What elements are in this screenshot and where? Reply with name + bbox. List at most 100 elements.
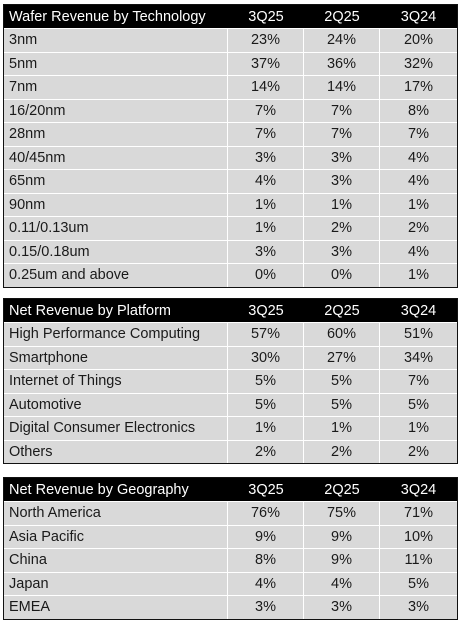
row-label: Others	[4, 440, 228, 463]
column-header-3q25: 3Q25	[248, 481, 284, 498]
value-cell-3q24: 11%	[404, 552, 433, 569]
row-label: 0.11/0.13um	[4, 217, 228, 240]
table-row: China 8% 9% 11%	[4, 548, 457, 572]
value-cell-3q25: 3%	[228, 240, 304, 263]
value-cell-2q25: 1%	[304, 417, 380, 440]
column-header-3q25: 3Q25	[248, 8, 284, 25]
row-label: China	[4, 549, 228, 572]
table-row: 0.15/0.18um 3% 3% 4%	[4, 239, 457, 263]
value-cell-2q25: 24%	[304, 29, 380, 52]
value-cell-2q25: 14%	[304, 76, 380, 99]
row-label: 7nm	[4, 76, 228, 99]
value-cell-3q25: 57%	[228, 323, 304, 346]
table-row: 3nm 23% 24% 20%	[4, 28, 457, 52]
column-header-2q25: 2Q25	[324, 481, 360, 498]
row-label: 0.25um and above	[4, 264, 228, 287]
value-cell-2q25: 1%	[304, 193, 380, 216]
table-row: 16/20nm 7% 7% 8%	[4, 98, 457, 122]
table-title: Wafer Revenue by Technology	[9, 8, 206, 25]
value-cell-3q25: 5%	[228, 393, 304, 416]
table-row: 65nm 4% 3% 4%	[4, 169, 457, 193]
value-cell-3q24: 4%	[408, 149, 429, 166]
value-cell-3q24: 20%	[403, 32, 434, 49]
table-row: Digital Consumer Electronics 1% 1% 1%	[4, 416, 457, 440]
row-label: 5nm	[4, 52, 228, 75]
value-cell-3q25: 30%	[228, 346, 304, 369]
column-header-3q24: 3Q24	[400, 481, 437, 498]
value-cell-2q25: 7%	[304, 123, 380, 146]
value-cell-2q25: 3%	[304, 170, 380, 193]
value-cell-3q24: 1%	[408, 420, 429, 437]
value-cell-3q24: 2%	[408, 443, 429, 460]
table-title: Net Revenue by Geography	[9, 481, 189, 498]
row-label: 0.15/0.18um	[4, 240, 228, 263]
value-cell-3q25: 76%	[228, 502, 304, 525]
value-cell-3q25: 4%	[228, 572, 304, 595]
table-row: Japan 4% 4% 5%	[4, 571, 457, 595]
value-cell-3q24: 34%	[403, 349, 434, 366]
row-label: 3nm	[4, 29, 228, 52]
table-row: EMEA 3% 3% 3%	[4, 595, 457, 619]
value-cell-3q24: 1%	[408, 196, 429, 213]
value-cell-3q24: 1%	[408, 267, 429, 284]
table-row: Internet of Things 5% 5% 7%	[4, 369, 457, 393]
value-cell-3q24: 8%	[408, 102, 429, 119]
value-cell-2q25: 7%	[304, 99, 380, 122]
value-cell-3q25: 3%	[228, 596, 304, 619]
table-row: 28nm 7% 7% 7%	[4, 122, 457, 146]
row-label: High Performance Computing	[4, 323, 228, 346]
table-row: Asia Pacific 9% 9% 10%	[4, 524, 457, 548]
row-label: 40/45nm	[4, 146, 228, 169]
column-header-3q25: 3Q25	[248, 302, 284, 319]
row-label: 28nm	[4, 123, 228, 146]
value-cell-3q25: 1%	[228, 417, 304, 440]
row-label: EMEA	[4, 596, 228, 619]
table-row: 7nm 14% 14% 17%	[4, 75, 457, 99]
value-cell-3q25: 4%	[228, 170, 304, 193]
value-cell-3q24: 71%	[403, 505, 434, 522]
column-header-2q25: 2Q25	[324, 302, 360, 319]
row-label: 65nm	[4, 170, 228, 193]
value-cell-2q25: 5%	[304, 370, 380, 393]
row-label: Digital Consumer Electronics	[4, 417, 228, 440]
table-row: North America 76% 75% 71%	[4, 501, 457, 525]
value-cell-2q25: 3%	[304, 596, 380, 619]
value-cell-2q25: 27%	[304, 346, 380, 369]
value-cell-2q25: 2%	[304, 217, 380, 240]
value-cell-3q25: 7%	[228, 99, 304, 122]
value-cell-2q25: 36%	[304, 52, 380, 75]
value-cell-3q24: 7%	[408, 373, 429, 390]
net-revenue-by-geography-table: Net Revenue by Geography 3Q25 2Q25 3Q24 Nort…	[3, 477, 458, 620]
table-row: Automotive 5% 5% 5%	[4, 392, 457, 416]
value-cell-2q25: 9%	[304, 525, 380, 548]
value-cell-3q25: 1%	[228, 217, 304, 240]
value-cell-3q25: 23%	[228, 29, 304, 52]
table-row: Smartphone 30% 27% 34%	[4, 345, 457, 369]
value-cell-2q25: 3%	[304, 240, 380, 263]
table-row: 40/45nm 3% 3% 4%	[4, 145, 457, 169]
value-cell-3q24: 32%	[403, 55, 434, 72]
value-cell-2q25: 4%	[304, 572, 380, 595]
value-cell-2q25: 5%	[304, 393, 380, 416]
column-header-3q24: 3Q24	[400, 302, 437, 319]
value-cell-3q25: 5%	[228, 370, 304, 393]
value-cell-2q25: 2%	[304, 440, 380, 463]
table-title: Net Revenue by Platform	[9, 302, 171, 319]
value-cell-3q24: 3%	[408, 599, 429, 616]
row-label: 16/20nm	[4, 99, 228, 122]
table-row: 5nm 37% 36% 32%	[4, 51, 457, 75]
table-row: High Performance Computing 57% 60% 51%	[4, 322, 457, 346]
value-cell-3q25: 7%	[228, 123, 304, 146]
table-row: 90nm 1% 1% 1%	[4, 192, 457, 216]
row-label: Japan	[4, 572, 228, 595]
value-cell-3q25: 2%	[228, 440, 304, 463]
value-cell-2q25: 9%	[304, 549, 380, 572]
value-cell-2q25: 3%	[304, 146, 380, 169]
table-row: 0.11/0.13um 1% 2% 2%	[4, 216, 457, 240]
row-label: 90nm	[4, 193, 228, 216]
value-cell-3q24: 5%	[408, 396, 429, 413]
row-label: Asia Pacific	[4, 525, 228, 548]
table-row: Others 2% 2% 2%	[4, 439, 457, 463]
value-cell-2q25: 60%	[304, 323, 380, 346]
table-header-row: Net Revenue by Geography 3Q25 2Q25 3Q24	[4, 478, 457, 501]
